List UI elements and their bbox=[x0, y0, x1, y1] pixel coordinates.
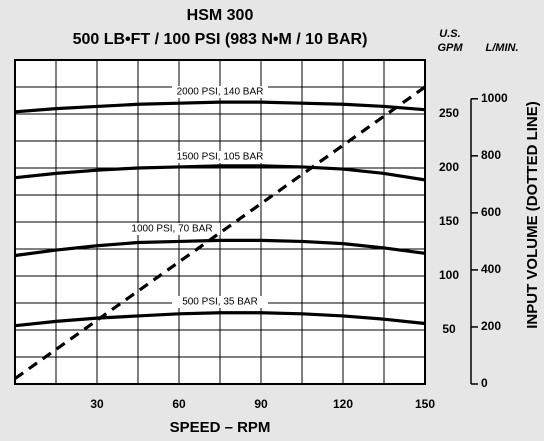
curve-label: 2000 PSI, 140 BAR bbox=[177, 87, 264, 98]
curve-label-bg bbox=[172, 296, 268, 308]
x-tick-label: 60 bbox=[172, 397, 186, 411]
y2-tick-label: 200 bbox=[481, 319, 501, 333]
curve-label-bg bbox=[172, 86, 268, 98]
y2-title: INPUT VOLUME (DOTTED LINE) bbox=[524, 101, 541, 329]
y-label: GPM bbox=[437, 42, 463, 54]
y2-tick-label: 600 bbox=[481, 205, 501, 219]
curve-label: 1000 PSI, 70 BAR bbox=[131, 224, 212, 235]
y-tick-label: 150 bbox=[439, 214, 459, 228]
x-tick-label: 30 bbox=[90, 397, 104, 411]
y2-tick-label: 800 bbox=[481, 148, 501, 162]
plot-border bbox=[14, 59, 426, 385]
x-tick-label: 90 bbox=[254, 397, 268, 411]
curve-label-bg bbox=[124, 223, 220, 235]
x-tick-label: 150 bbox=[415, 397, 435, 411]
curve-label-bg bbox=[172, 151, 268, 163]
y-tick-label: 200 bbox=[439, 160, 459, 174]
y-tick-label: 50 bbox=[442, 322, 456, 336]
curve-label: 500 PSI, 35 BAR bbox=[182, 297, 258, 308]
y-tick-label: 250 bbox=[439, 106, 459, 120]
x-label: SPEED – RPM bbox=[170, 419, 271, 436]
x-tick-label: 120 bbox=[333, 397, 353, 411]
curve bbox=[15, 100, 425, 114]
y-tick-label: 100 bbox=[439, 268, 459, 282]
y2-tick-label: 0 bbox=[481, 376, 488, 390]
y2-tick-label: 400 bbox=[481, 262, 501, 276]
chart-title: HSM 300 bbox=[187, 7, 254, 24]
y2-tick-label: 1000 bbox=[481, 91, 508, 105]
curve bbox=[15, 238, 425, 258]
y-label: U.S. bbox=[439, 28, 460, 40]
curve-label: 1500 PSI, 105 BAR bbox=[177, 152, 264, 163]
curve bbox=[15, 164, 425, 182]
curve bbox=[15, 311, 425, 328]
y2-label: L/MIN. bbox=[486, 42, 519, 54]
chart-subtitle: 500 LB•FT / 100 PSI (983 N•M / 10 BAR) bbox=[73, 31, 368, 48]
